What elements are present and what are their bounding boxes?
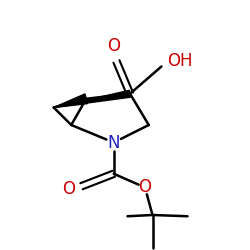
Text: O: O <box>138 178 151 196</box>
Text: O: O <box>107 37 120 55</box>
Polygon shape <box>54 90 130 108</box>
Text: N: N <box>108 134 120 152</box>
Text: O: O <box>62 180 75 198</box>
Polygon shape <box>54 94 88 108</box>
Text: OH: OH <box>168 52 193 70</box>
